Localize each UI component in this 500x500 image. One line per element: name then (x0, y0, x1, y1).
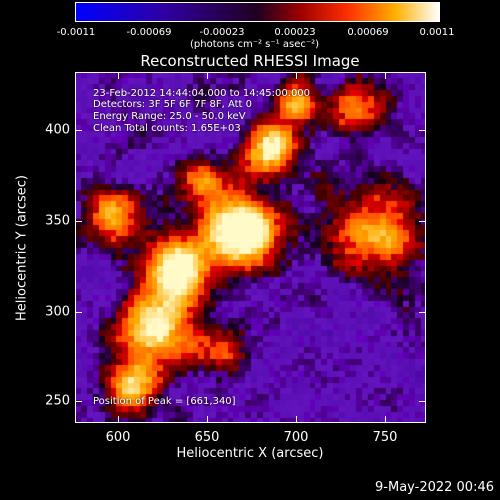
peak-position-label: Position of Peak = [661,340] (93, 396, 236, 407)
y-tick-mark (419, 401, 426, 402)
footer-date: 9-May-2022 00:46 (375, 480, 494, 495)
y-tick-mark (75, 130, 82, 131)
intensity-map (76, 73, 425, 422)
y-tick-label: 300 (45, 304, 70, 320)
image-title: Reconstructed RHESSI Image (140, 52, 360, 70)
detectors-label: Detectors: 3F 5F 6F 7F 8F, Att 0 (93, 99, 253, 110)
y-tick-label: 400 (45, 122, 70, 138)
colorbar-units: (photons cm⁻² s⁻¹ asec⁻²) (190, 39, 320, 50)
clean-counts-label: Clean Total counts: 1.65E+03 (93, 123, 241, 134)
x-tick-mark (118, 416, 119, 423)
energy-range-label: Energy Range: 25.0 - 50.0 keV (93, 111, 246, 122)
colorbar (75, 2, 440, 22)
x-tick-label: 700 (283, 430, 309, 445)
y-tick-mark (75, 312, 82, 313)
colorbar-tick-label: -0.00069 (126, 27, 172, 38)
x-tick-label: 650 (194, 430, 220, 445)
y-tick-mark (75, 401, 82, 402)
y-tick-mark (419, 312, 426, 313)
x-tick-mark (207, 72, 208, 79)
y-tick-mark (419, 130, 426, 131)
colorbar-tick-label: 0.00023 (274, 27, 316, 38)
x-tick-mark (385, 72, 386, 79)
x-tick-mark (118, 72, 119, 79)
solar-image-plot (75, 72, 426, 423)
colorbar-tick-label: 0.0011 (419, 27, 455, 38)
y-axis-label: Heliocentric Y (arcsec) (14, 175, 30, 321)
y-tick-label: 350 (45, 213, 70, 229)
colorbar-tick-label: -0.0011 (56, 27, 96, 38)
x-tick-mark (296, 416, 297, 423)
colorbar-tick-label: -0.00023 (199, 27, 245, 38)
x-tick-label: 600 (105, 430, 131, 445)
x-tick-mark (207, 416, 208, 423)
y-tick-mark (419, 221, 426, 222)
y-tick-mark (75, 221, 82, 222)
colorbar-tick-label: 0.00069 (347, 27, 389, 38)
x-tick-mark (385, 416, 386, 423)
x-tick-label: 750 (372, 430, 398, 445)
time-range-label: 23-Feb-2012 14:44:04.000 to 14:45:00.000 (93, 88, 311, 99)
x-tick-mark (296, 72, 297, 79)
x-axis-label: Heliocentric X (arcsec) (176, 446, 324, 461)
y-tick-label: 250 (45, 393, 70, 409)
